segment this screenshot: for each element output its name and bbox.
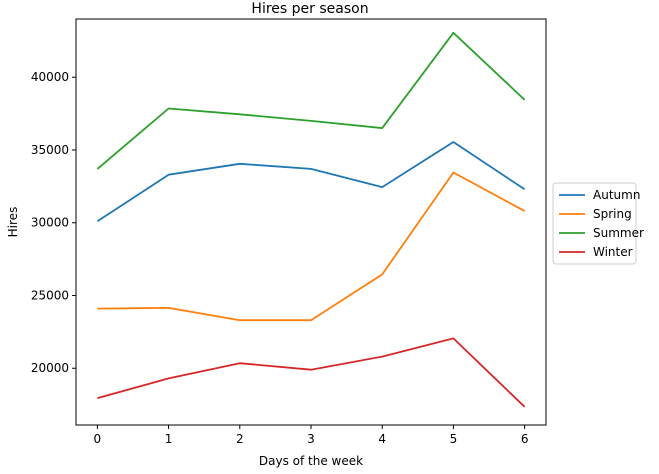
y-tick-label: 25000 <box>31 288 69 302</box>
series-line-autumn <box>96 141 526 223</box>
legend: Autumn Spring Summer Winter <box>552 182 644 265</box>
series-lines <box>96 31 526 408</box>
x-tick-label: 0 <box>94 432 102 446</box>
chart-title: Hires per season <box>251 1 368 17</box>
x-tick-label: 4 <box>378 432 386 446</box>
y-tick-label: 35000 <box>31 143 69 157</box>
series-line-spring <box>97 171 526 322</box>
y-tick-label: 40000 <box>31 70 69 84</box>
y-axis-label: Hires <box>6 207 20 238</box>
legend-label-spring: Spring <box>593 207 632 221</box>
series-line-winter <box>97 337 526 408</box>
x-tick-label: 6 <box>521 432 529 446</box>
y-tick-label: 20000 <box>31 361 69 375</box>
legend-frame <box>552 182 637 265</box>
plot-area <box>75 18 547 426</box>
legend-label-winter: Winter <box>593 245 633 259</box>
x-tick-label: 3 <box>307 432 315 446</box>
x-tick-label: 1 <box>165 432 173 446</box>
x-tick-label: 2 <box>236 432 244 446</box>
x-tick-label: 5 <box>450 432 458 446</box>
x-axis-label: Days of the week <box>259 454 363 468</box>
legend-label-autumn: Autumn <box>593 188 640 202</box>
y-axis: 20000 25000 30000 35000 40000 <box>31 70 76 375</box>
legend-label-summer: Summer <box>593 226 644 240</box>
y-tick-label: 30000 <box>31 216 69 230</box>
series-line-summer <box>96 31 526 170</box>
x-axis: 0 1 2 3 4 5 6 <box>94 425 529 446</box>
